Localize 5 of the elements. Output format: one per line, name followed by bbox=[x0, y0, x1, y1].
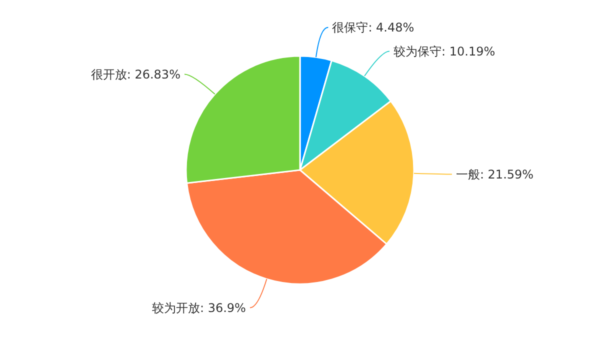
slice-label: 一般: 21.59% bbox=[456, 167, 534, 182]
slice-label: 很保守: 4.48% bbox=[332, 20, 414, 35]
slice-label: 较为保守: 10.19% bbox=[394, 44, 496, 58]
slice-label: 较为开放: 36.9% bbox=[152, 300, 246, 315]
slice-label: 很开放: 26.83% bbox=[90, 67, 180, 82]
